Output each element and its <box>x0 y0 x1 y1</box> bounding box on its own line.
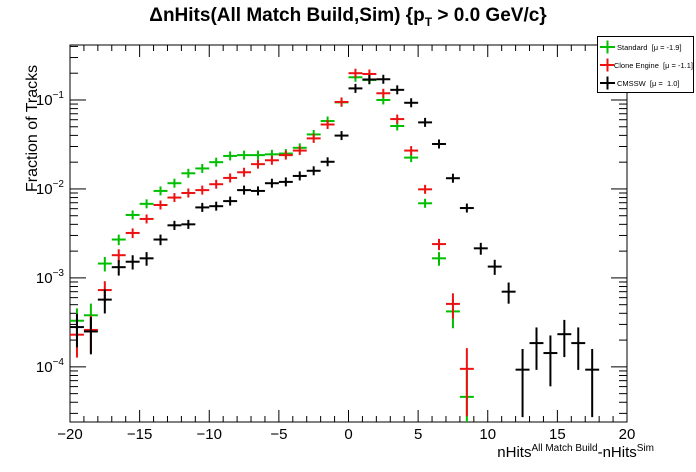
svg-text:0: 0 <box>344 426 352 443</box>
chart-title: ΔnHits(All Match Build,Sim) {pT > 0.0 Ge… <box>0 5 696 29</box>
x-axis-title: nHitsAll Match Build-nHitsSim <box>497 443 654 461</box>
x-title-p1: nHits <box>497 444 532 461</box>
x-title-sup1: All Match Build <box>531 443 598 454</box>
svg-text:−20: −20 <box>57 426 82 443</box>
series-standard <box>70 72 474 422</box>
chart-title-post: > 0.0 GeV/c} <box>432 5 547 26</box>
svg-text:−10: −10 <box>197 426 222 443</box>
series-cmssw <box>70 74 600 418</box>
standard-marker-icon <box>600 40 615 54</box>
clone-engine-marker-icon <box>600 58 614 72</box>
y-axis-ticks <box>70 45 627 414</box>
svg-text:10−4: 10−4 <box>36 357 65 376</box>
legend-label-clone-engine: Clone Engine [μ = -1.1] <box>613 60 693 70</box>
x-axis-ticks <box>69 45 628 422</box>
svg-text:10−1: 10−1 <box>36 90 65 109</box>
cmssw-marker-icon <box>600 76 615 90</box>
svg-text:15: 15 <box>549 426 566 443</box>
x-title-p2: -nHits <box>597 444 637 461</box>
legend-label-standard: Standard [μ = -1.9] <box>617 42 682 52</box>
legend-entry-standard: Standard [μ = -1.9] <box>598 38 693 56</box>
y-axis-tick-labels: 10−4 10−3 10−2 10−1 <box>36 90 65 376</box>
svg-text:5: 5 <box>414 426 422 443</box>
x-title-sup2: Sim <box>636 443 654 454</box>
svg-text:10−2: 10−2 <box>36 179 65 198</box>
x-axis-tick-labels: −20 −15 −10 −5 0 5 10 15 20 <box>57 426 635 443</box>
svg-text:−5: −5 <box>270 426 287 443</box>
legend-entry-clone-engine: Clone Engine [μ = -1.1] <box>598 56 693 74</box>
legend-label-cmssw: CMSSW [μ = 1.0] <box>617 78 680 88</box>
legend-entry-cmssw: CMSSW [μ = 1.0] <box>598 74 693 92</box>
chart-title-pre: ΔnHits(All Match Build,Sim) {p <box>149 5 425 26</box>
svg-text:−15: −15 <box>127 426 152 443</box>
series-clone-engine <box>70 68 474 417</box>
svg-text:10−3: 10−3 <box>36 268 65 287</box>
svg-text:10: 10 <box>479 426 496 443</box>
chart-title-sub: T <box>424 14 433 29</box>
legend: Standard [μ = -1.9] Clone Engine [μ = -1… <box>597 36 694 93</box>
svg-text:20: 20 <box>619 426 636 443</box>
